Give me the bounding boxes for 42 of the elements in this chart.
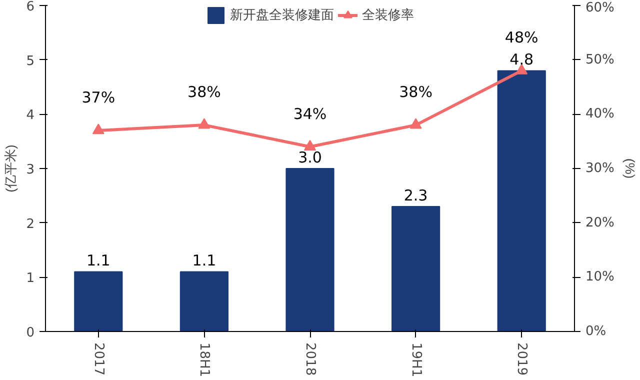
y-tick-label: 6	[26, 0, 35, 14]
x-tick-label: 2019	[514, 342, 530, 376]
y2-axis-title: (%)	[622, 158, 638, 179]
x-tick-label: 2018	[302, 342, 318, 376]
data-label: 48%	[504, 28, 538, 47]
y2-tick-label: 50%	[586, 52, 614, 68]
legend-label: 新开盘全装修建面	[230, 7, 334, 24]
x-tick-label: 18H1	[196, 342, 212, 378]
bar	[180, 271, 229, 332]
data-label: 38%	[399, 83, 432, 102]
y2-tick-label: 40%	[586, 106, 614, 122]
y-tick-label: 3	[26, 162, 35, 178]
data-label: 1.1	[192, 252, 216, 270]
bar	[497, 70, 546, 332]
y-axis-title: (亿平米)	[3, 144, 18, 192]
y-tick-label: 1	[26, 271, 35, 286]
y2-tick-label: 30%	[586, 161, 614, 176]
y2-tick-label: 0%	[586, 324, 606, 339]
y-tick-label: 4	[26, 108, 35, 124]
data-label: 2.3	[404, 186, 428, 205]
data-label: 37%	[82, 88, 116, 106]
y-tick-label: 0	[26, 326, 35, 340]
data-label: 4.8	[510, 50, 534, 69]
y-tick-label: 5	[26, 54, 35, 69]
point	[198, 118, 210, 129]
data-label: 1.1	[86, 252, 110, 270]
y2-tick-label: 60%	[586, 0, 614, 16]
data-label: 34%	[293, 104, 327, 123]
y2-tick-label: 20%	[586, 215, 614, 230]
data-label: 3.0	[298, 148, 322, 166]
x-tick-label: 2017	[90, 342, 106, 376]
point	[410, 118, 422, 129]
bar	[391, 206, 440, 332]
y2-tick-label: 10%	[586, 270, 614, 285]
point	[92, 124, 104, 134]
legend-label: 全装修率	[362, 7, 414, 24]
bar	[74, 271, 123, 332]
y-tick-label: 2	[26, 216, 35, 232]
data-label: 38%	[188, 83, 221, 102]
x-tick-label: 19H1	[408, 342, 424, 378]
point	[304, 140, 316, 150]
bar	[286, 168, 334, 332]
